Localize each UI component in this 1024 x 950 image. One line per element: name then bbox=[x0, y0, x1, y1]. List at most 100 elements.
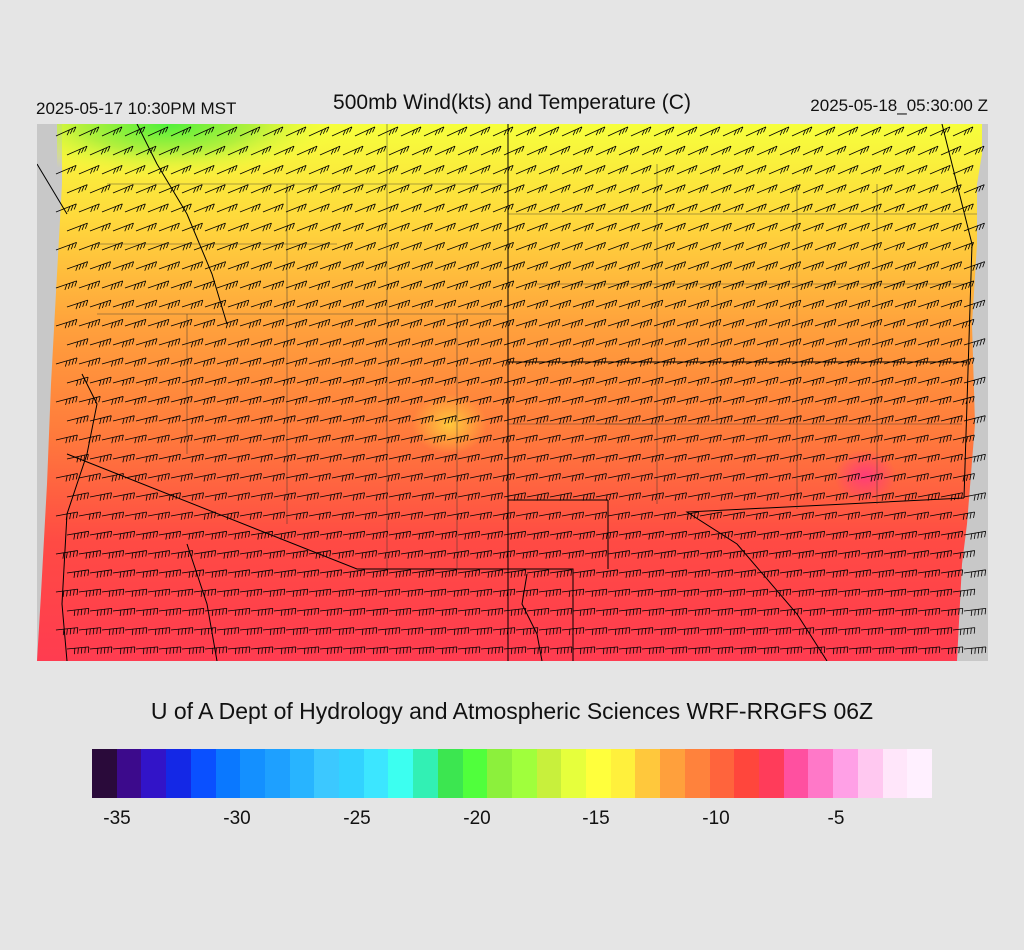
wind-barb bbox=[618, 415, 641, 425]
wind-barb bbox=[860, 164, 882, 175]
wind-barb bbox=[193, 473, 216, 482]
wind-barb bbox=[515, 126, 537, 137]
wind-barb bbox=[216, 396, 239, 405]
wind-barb bbox=[377, 126, 399, 137]
wind-barb bbox=[319, 184, 341, 194]
wind-barb bbox=[906, 357, 929, 367]
wind-barb bbox=[112, 492, 135, 501]
wind-barb bbox=[66, 338, 89, 348]
wind-barb bbox=[227, 607, 251, 617]
wind-barb bbox=[802, 299, 825, 310]
wind-barb bbox=[308, 357, 331, 367]
wind-barb bbox=[722, 396, 745, 405]
wind-barb bbox=[503, 261, 526, 271]
colorbar-tick-label: -20 bbox=[463, 808, 491, 829]
wind-barb bbox=[929, 164, 951, 175]
wind-barb bbox=[377, 241, 399, 251]
wind-barb bbox=[503, 222, 525, 232]
wind-barb bbox=[802, 145, 824, 156]
wind-barb bbox=[388, 453, 411, 463]
wind-barb bbox=[342, 338, 365, 348]
wind-barb bbox=[273, 184, 295, 194]
wind-barb bbox=[687, 530, 711, 540]
wind-barb bbox=[124, 203, 146, 213]
wind-barb bbox=[446, 280, 469, 291]
wind-barb bbox=[319, 145, 341, 156]
wind-barb bbox=[55, 126, 77, 137]
wind-barb bbox=[802, 453, 825, 463]
wind-barb bbox=[515, 588, 539, 597]
wind-barb bbox=[538, 203, 560, 213]
wind-barb bbox=[526, 646, 550, 655]
wind-barb bbox=[457, 145, 479, 156]
wind-barb bbox=[894, 530, 918, 540]
wind-barb bbox=[170, 473, 193, 482]
wind-barb bbox=[296, 222, 318, 232]
wind-barb bbox=[871, 569, 895, 578]
wind-barb bbox=[423, 550, 447, 559]
wind-barb bbox=[158, 453, 181, 463]
wind-barb bbox=[400, 126, 422, 137]
wind-barb bbox=[273, 338, 296, 348]
wind-barb bbox=[883, 357, 906, 367]
valid-time-label: 2025-05-18_05:30:00 Z bbox=[810, 96, 988, 115]
wind-barb bbox=[492, 627, 516, 636]
wind-barb bbox=[66, 569, 90, 578]
wind-barb bbox=[952, 319, 975, 329]
wind-barb bbox=[791, 396, 814, 405]
wind-barb bbox=[653, 588, 677, 597]
wind-barb bbox=[342, 492, 365, 501]
wind-barb bbox=[952, 203, 974, 213]
wind-barb bbox=[618, 338, 641, 348]
wind-barb bbox=[296, 145, 318, 156]
wind-barb bbox=[204, 530, 228, 540]
wind-barb bbox=[607, 241, 629, 251]
wind-barb bbox=[388, 338, 411, 348]
wind-barb bbox=[480, 492, 503, 501]
wind-barb bbox=[331, 434, 354, 444]
wind-barb bbox=[193, 627, 217, 636]
wind-barb bbox=[89, 569, 113, 578]
wind-barb bbox=[630, 550, 654, 559]
wind-barb bbox=[112, 530, 136, 540]
temperature-colorbar bbox=[92, 749, 932, 798]
wind-barb bbox=[388, 145, 410, 156]
wind-barb bbox=[664, 492, 687, 501]
wind-barb bbox=[250, 530, 274, 540]
wind-barb bbox=[894, 453, 917, 463]
wind-barb bbox=[848, 299, 871, 310]
wind-barb bbox=[802, 492, 825, 501]
colorbar-swatch bbox=[240, 749, 265, 798]
wind-barb bbox=[733, 607, 757, 617]
wind-barb bbox=[584, 357, 607, 367]
wind-barb bbox=[204, 607, 228, 617]
wind-barb bbox=[699, 357, 722, 367]
wind-barb bbox=[365, 415, 388, 425]
wind-barb bbox=[630, 319, 653, 329]
wind-barb bbox=[388, 261, 411, 271]
wind-barb bbox=[446, 434, 469, 444]
wind-barb bbox=[883, 396, 906, 405]
wind-barb bbox=[848, 492, 871, 501]
wind-barb bbox=[837, 319, 860, 329]
wind-barb bbox=[365, 145, 387, 156]
wind-barb bbox=[239, 164, 261, 175]
wind-barb bbox=[112, 299, 135, 310]
wind-barb bbox=[641, 492, 664, 501]
wind-barb bbox=[664, 376, 687, 386]
wind-barb bbox=[296, 338, 319, 348]
wind-barb bbox=[434, 145, 456, 156]
wind-barb bbox=[572, 530, 596, 540]
wind-barb bbox=[469, 511, 492, 520]
wind-barb bbox=[722, 319, 745, 329]
wind-barb bbox=[492, 319, 515, 329]
wind-barb bbox=[457, 376, 480, 386]
wind-barb bbox=[273, 646, 297, 655]
wind-barb bbox=[89, 261, 112, 271]
wind-barb bbox=[308, 319, 331, 329]
wind-barb bbox=[526, 492, 549, 501]
wind-barb bbox=[89, 415, 112, 425]
wind-barb bbox=[239, 319, 262, 329]
wind-barb bbox=[802, 184, 824, 194]
wind-barb bbox=[388, 569, 412, 578]
